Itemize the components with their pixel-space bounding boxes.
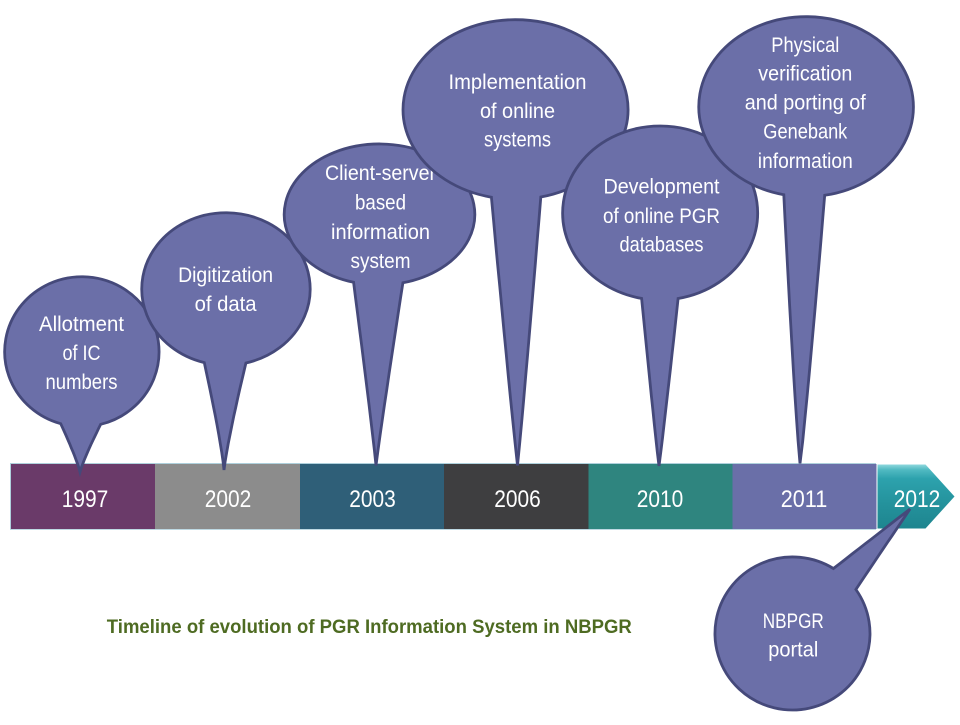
svg-text:of IC: of IC: [63, 342, 101, 365]
svg-text:and porting of: and porting of: [745, 92, 866, 115]
svg-text:system: system: [351, 250, 411, 273]
svg-text:2010: 2010: [637, 486, 684, 513]
svg-text:2012: 2012: [894, 486, 941, 513]
svg-text:of online: of online: [480, 100, 555, 123]
svg-text:2002: 2002: [205, 486, 252, 513]
svg-text:2011: 2011: [781, 486, 828, 513]
svg-text:numbers: numbers: [46, 371, 118, 394]
svg-text:NBPGR: NBPGR: [763, 610, 824, 633]
svg-text:based: based: [355, 192, 406, 215]
svg-text:Allotment: Allotment: [39, 313, 124, 336]
svg-text:Development: Development: [604, 176, 720, 199]
svg-text:information: information: [331, 221, 430, 244]
svg-text:1997: 1997: [62, 486, 109, 513]
svg-text:verification: verification: [758, 63, 852, 86]
svg-text:databases: databases: [620, 234, 704, 257]
svg-text:2006: 2006: [494, 486, 541, 513]
svg-text:Physical: Physical: [771, 34, 839, 57]
svg-text:Genebank: Genebank: [763, 121, 847, 144]
svg-text:systems: systems: [484, 129, 551, 152]
svg-text:Client-server: Client-server: [325, 162, 436, 185]
svg-text:Implementation: Implementation: [449, 71, 587, 94]
svg-text:of data: of data: [195, 293, 257, 316]
svg-text:Timeline of evolution of PGR I: Timeline of evolution of PGR Information…: [107, 617, 632, 638]
svg-text:of online PGR: of online PGR: [603, 205, 720, 228]
svg-text:2003: 2003: [349, 486, 396, 513]
svg-text:portal: portal: [768, 639, 818, 662]
svg-text:Digitization: Digitization: [178, 264, 273, 287]
svg-text:information: information: [758, 150, 853, 173]
